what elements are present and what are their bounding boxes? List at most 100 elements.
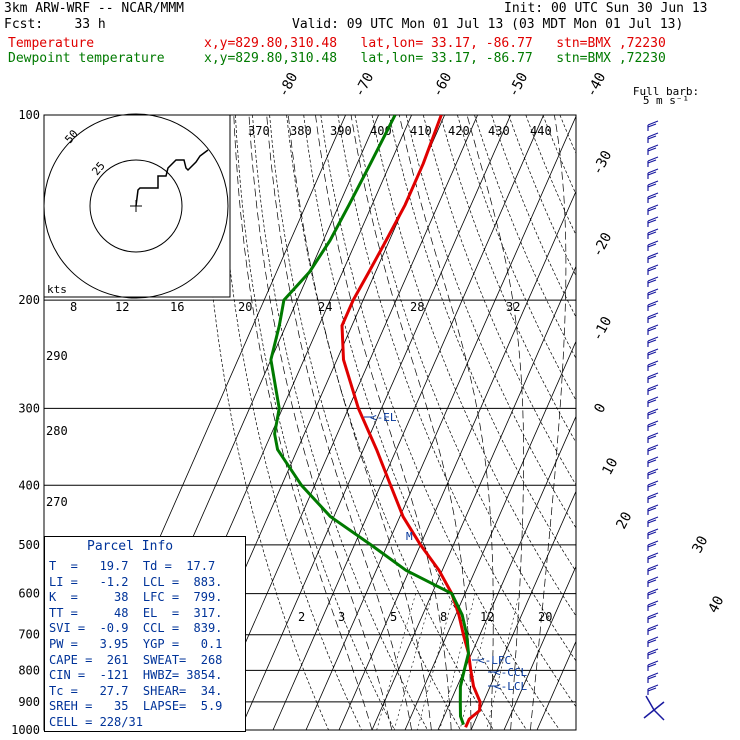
isotherm-label--40: -40 [583,70,609,100]
theta-label-410: 410 [410,124,432,138]
mixing-ratio-line [439,593,476,730]
temperature-profile [340,115,482,728]
mixing-ratio-line [376,593,416,730]
wind-barb [647,360,659,371]
isotherm [470,490,576,730]
pressure-label-500: 500 [18,538,40,552]
surface-wind-barb [643,695,665,721]
wind-barb [647,132,659,143]
wind-barb [647,672,659,683]
isotherm-label--10: -10 [589,314,615,344]
isotherm [404,340,576,730]
wind-barb [647,144,659,155]
isotherm [239,115,511,730]
speed-label-8: 8 [70,300,77,314]
isotherm-label--50: -50 [505,70,531,100]
mixing-ratio-label-2: 2 [298,610,305,624]
dry-adiabat [320,115,560,730]
level-marker-lcl: <-LCL [494,680,527,693]
level-marker-lfc: <-LFC [478,654,511,667]
dry-adiabat [371,115,576,617]
isotherm-label-30: 30 [689,533,711,555]
dry-adiabat [269,115,461,730]
moist-adiabat [398,115,494,730]
isotherm-label-20: 20 [613,509,635,531]
wind-barb [647,156,659,167]
wind-barb [647,240,659,251]
moist-adiabat [530,115,567,730]
wind-barb [647,300,659,311]
parcel-info-title: Parcel Info [87,539,174,554]
wind-barb [647,264,659,275]
thetae-label-280: 280 [46,424,68,438]
wind-barb [647,372,659,383]
dry-adiabat [440,115,576,444]
dewpoint-profile [269,115,470,726]
dry-adiabat [354,115,576,662]
speed-label-20: 20 [238,300,252,314]
wind-barb [647,456,659,467]
wind-barb [647,528,659,539]
wind-barb [647,288,659,299]
parcel-info-row: SREH = 35 LAPSE= 5.9 [49,699,223,714]
wind-barb [647,324,659,335]
dry-adiabat [508,115,576,277]
mixing-ratio-line [459,593,495,730]
wind-barb [647,192,659,203]
isotherm [206,115,478,730]
parcel-info-row: Tc = 27.7 SHEAR= 34. [49,683,223,698]
hodograph-trace [135,149,209,207]
dry-adiabat [337,115,576,708]
wind-barb [647,336,659,347]
dry-adiabat [525,115,576,236]
dry-adiabat [559,115,576,155]
hodograph-ring-25 [89,159,183,253]
mixing-ratio-label-12: 12 [480,610,494,624]
wind-barb [647,444,659,455]
wind-barb [647,168,659,179]
parcel-info-row: TT = 48 EL = 317. [49,605,223,620]
wind-barb [647,420,659,431]
wind-barb [647,684,659,695]
dry-adiabat [217,115,362,730]
dry-adiabat [542,115,576,195]
theta-label-420: 420 [448,124,470,138]
hodograph-ring-50 [43,113,229,299]
isotherm [305,115,576,730]
barb-legend-units: 5 m s⁻¹ [643,94,689,107]
moist-adiabat [466,115,524,730]
pressure-label-100: 100 [18,108,40,122]
dry-adiabat [474,115,576,360]
parcel-info-row: K = 38 LFC = 799. [49,590,223,605]
dry-adiabat [235,115,395,730]
isotherm [371,265,576,730]
speed-label-32: 32 [506,300,520,314]
dry-adiabat [457,115,576,401]
wind-barb [647,468,659,479]
parcel-info-row: T = 19.7 Td = 17.7 [49,559,216,573]
pressure-label-800: 800 [18,663,40,677]
wind-barb [647,120,659,131]
dewpoint-legend: Dewpoint temperature [8,51,165,66]
parcel-info-row: SVI = -0.9 CCL = 839. [49,621,223,636]
pressure-label-200: 200 [18,293,40,307]
temperature-location: x,y=829.80,310.48 lat,lon= 33.17, -86.77… [204,36,666,51]
dry-adiabat [200,115,329,730]
mixing-ratio-line [393,593,433,730]
isotherm-label-10: 10 [599,455,621,477]
wind-barb [647,588,659,599]
mixing-ratio-label-20: 20 [538,610,552,624]
wind-barb [647,636,659,647]
pressure-label-1000: 1000 [11,723,40,737]
isotherm [338,190,576,730]
wind-barb [647,228,659,239]
wind-barb [647,180,659,191]
valid-time: Valid: 09 UTC Mon 01 Jul 13 (03 MDT Mon … [292,17,684,32]
level-marker-ccl: <-CCL [494,666,527,679]
wind-barb [647,480,659,491]
wind-barb [647,576,659,587]
wind-barb [647,276,659,287]
wind-barb [647,624,659,635]
isotherm-label--80: -80 [275,70,301,100]
isotherm [536,640,576,730]
